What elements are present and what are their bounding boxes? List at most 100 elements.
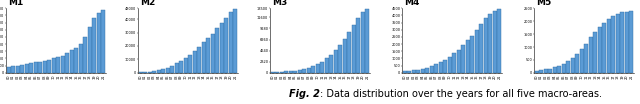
- Bar: [206, 38, 210, 73]
- Bar: [202, 42, 205, 73]
- Bar: [220, 23, 224, 73]
- Bar: [280, 72, 284, 73]
- Bar: [29, 63, 33, 73]
- Bar: [88, 27, 92, 73]
- Bar: [593, 32, 597, 73]
- Bar: [65, 53, 69, 73]
- Bar: [148, 72, 152, 73]
- Bar: [321, 62, 324, 73]
- Bar: [20, 65, 24, 73]
- Bar: [74, 48, 78, 73]
- Bar: [557, 66, 561, 73]
- Bar: [307, 68, 310, 73]
- Bar: [79, 44, 83, 73]
- Bar: [461, 45, 465, 73]
- Bar: [271, 72, 275, 73]
- Bar: [412, 70, 415, 73]
- Bar: [188, 55, 192, 73]
- Bar: [356, 18, 360, 73]
- Bar: [225, 18, 228, 73]
- Bar: [275, 72, 279, 73]
- Bar: [12, 66, 15, 73]
- Bar: [211, 34, 214, 73]
- Bar: [444, 60, 447, 73]
- Bar: [170, 66, 174, 73]
- Bar: [484, 18, 488, 73]
- Bar: [435, 64, 438, 73]
- Bar: [488, 14, 492, 73]
- Bar: [403, 71, 406, 73]
- Bar: [602, 22, 606, 73]
- Bar: [426, 68, 429, 73]
- Bar: [629, 11, 633, 73]
- Bar: [97, 13, 100, 73]
- Bar: [184, 58, 188, 73]
- Bar: [470, 36, 474, 73]
- Bar: [179, 61, 183, 73]
- Bar: [439, 62, 443, 73]
- Text: Fig. 2: Fig. 2: [289, 89, 320, 99]
- Bar: [316, 64, 319, 73]
- Bar: [92, 18, 96, 73]
- Bar: [43, 61, 47, 73]
- Bar: [420, 69, 424, 73]
- Bar: [343, 39, 347, 73]
- Bar: [352, 25, 356, 73]
- Bar: [229, 12, 233, 73]
- Bar: [334, 50, 338, 73]
- Bar: [284, 71, 288, 73]
- Bar: [475, 30, 479, 73]
- Bar: [298, 70, 301, 73]
- Bar: [544, 69, 548, 73]
- Bar: [562, 64, 566, 73]
- Bar: [175, 63, 179, 73]
- Bar: [616, 14, 620, 73]
- Bar: [289, 71, 292, 73]
- Bar: [535, 71, 539, 73]
- Bar: [625, 12, 628, 73]
- Bar: [548, 69, 552, 73]
- Bar: [56, 57, 60, 73]
- Text: M3: M3: [273, 0, 287, 7]
- Bar: [339, 45, 342, 73]
- Bar: [157, 70, 161, 73]
- Bar: [416, 70, 420, 73]
- Bar: [497, 9, 501, 73]
- Bar: [7, 67, 11, 73]
- Bar: [16, 66, 20, 73]
- Bar: [311, 66, 315, 73]
- Bar: [152, 71, 156, 73]
- Bar: [47, 60, 51, 73]
- Bar: [161, 69, 165, 73]
- Bar: [611, 16, 615, 73]
- Bar: [361, 12, 365, 73]
- Bar: [589, 37, 593, 73]
- Bar: [293, 71, 297, 73]
- Bar: [348, 32, 351, 73]
- Bar: [216, 28, 220, 73]
- Bar: [25, 64, 29, 73]
- Bar: [571, 58, 575, 73]
- Text: M5: M5: [536, 0, 552, 7]
- Bar: [234, 9, 237, 73]
- Bar: [580, 49, 584, 73]
- Text: M4: M4: [404, 0, 420, 7]
- Bar: [452, 53, 456, 73]
- Bar: [598, 27, 602, 73]
- Bar: [197, 47, 201, 73]
- Bar: [493, 11, 497, 73]
- Bar: [553, 67, 557, 73]
- Bar: [302, 69, 306, 73]
- Bar: [566, 61, 570, 73]
- Bar: [52, 58, 56, 73]
- Bar: [448, 57, 452, 73]
- Bar: [430, 66, 434, 73]
- Bar: [34, 63, 38, 73]
- Bar: [143, 72, 147, 73]
- Bar: [540, 70, 543, 73]
- Bar: [139, 72, 143, 73]
- Bar: [466, 40, 470, 73]
- Bar: [575, 54, 579, 73]
- Text: : Data distribution over the years for all five macro-areas.: : Data distribution over the years for a…: [320, 89, 602, 99]
- Bar: [193, 51, 196, 73]
